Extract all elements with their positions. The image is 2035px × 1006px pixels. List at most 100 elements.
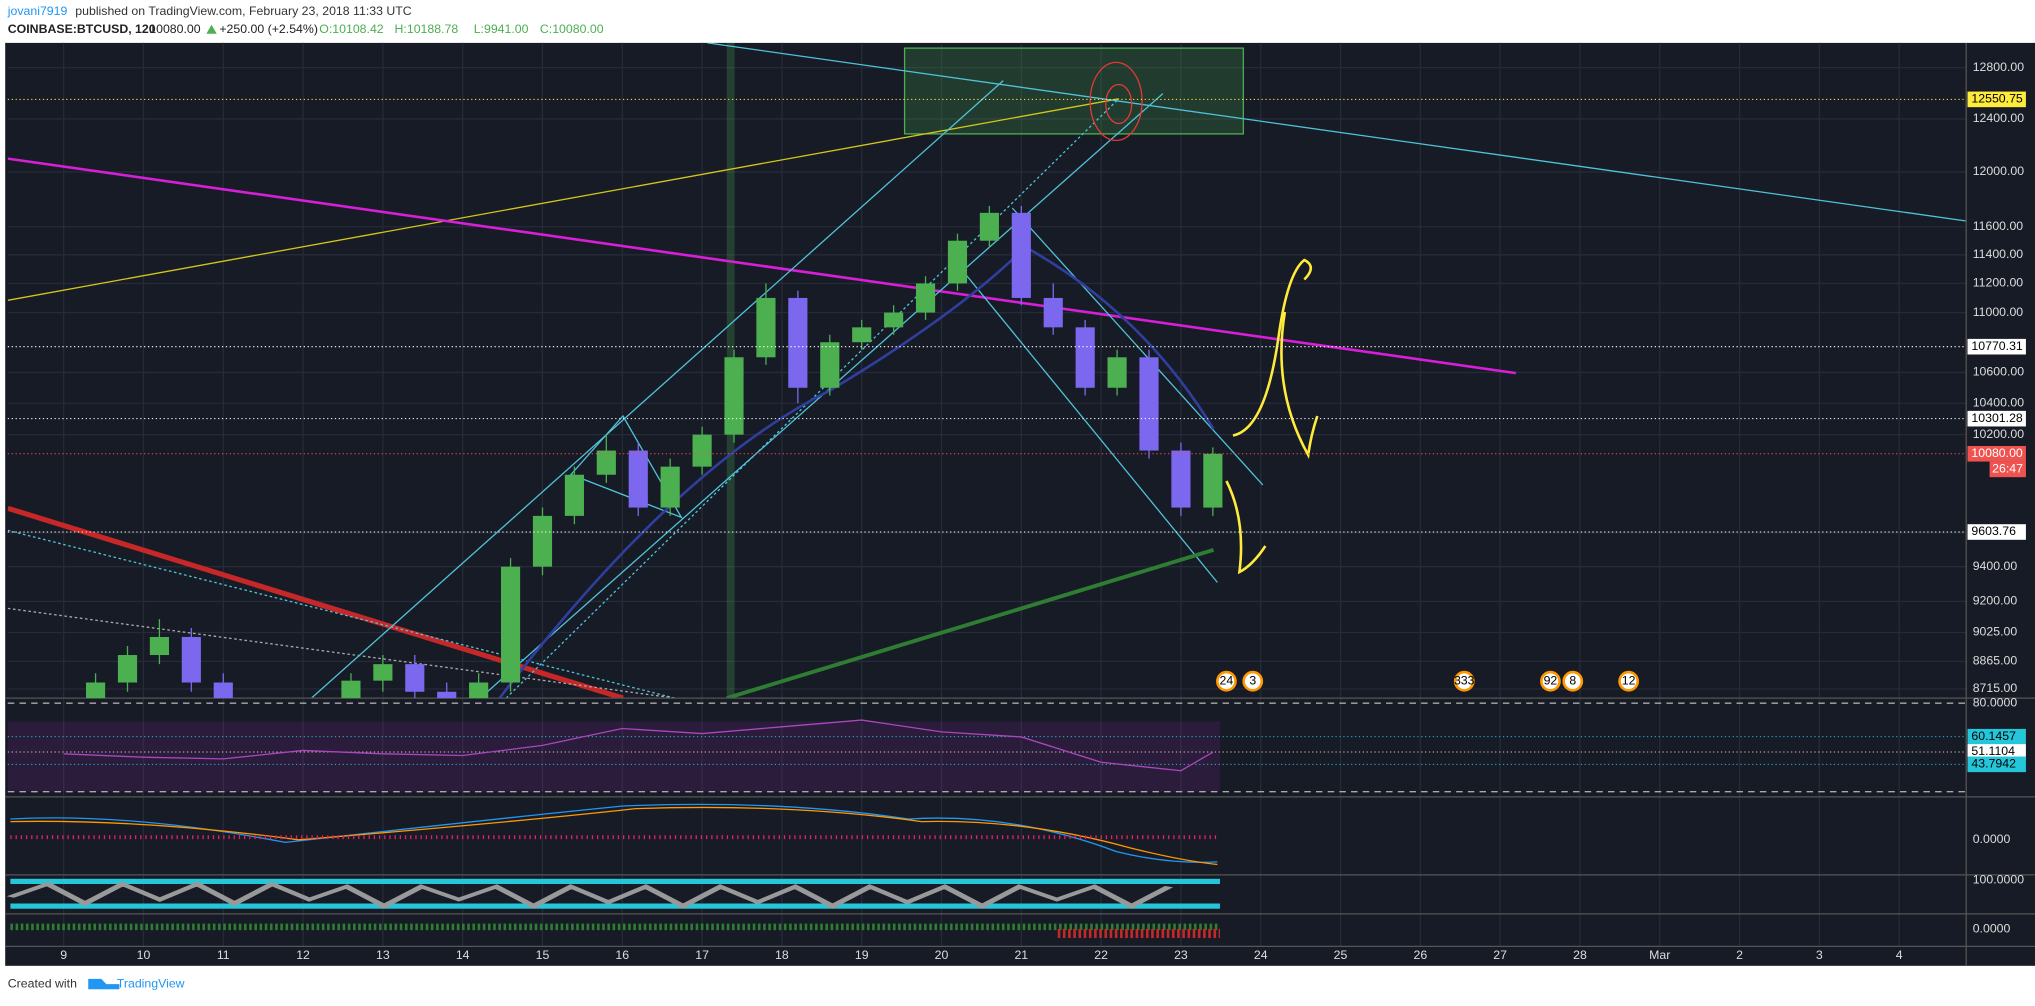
candle-body (756, 297, 776, 358)
trend-line (7, 98, 1119, 301)
x-tick-label: 26 (1413, 948, 1427, 962)
candle-body (1011, 212, 1031, 298)
candle-body (1203, 453, 1223, 508)
x-tick-label: 13 (376, 948, 390, 962)
y-tick-label: 8865.00 (1973, 654, 2018, 668)
event-icon (1562, 670, 1584, 692)
countdown-bg (1989, 461, 2026, 478)
x-tick-label: 23 (1174, 948, 1188, 962)
ohlc-low: L:9941.00 (474, 22, 529, 36)
candle-body (852, 327, 872, 343)
signal-line (10, 806, 1218, 866)
moving-average (7, 505, 624, 699)
event-icon (1453, 670, 1475, 692)
up-arrow (206, 24, 217, 34)
candle-body (947, 240, 968, 284)
x-tick-label: 20 (935, 948, 949, 962)
y-tick-label: 11400.00 (1973, 247, 2024, 261)
footer-bg (0, 965, 2035, 1001)
footer-brand[interactable]: TradingView (117, 976, 185, 990)
author[interactable]: jovani7919 (7, 4, 68, 18)
countdown: 26:47 (1992, 462, 2023, 476)
pattern (569, 414, 683, 519)
x-tick-label: 19 (855, 948, 869, 962)
y-tick-label: 9400.00 (1973, 559, 2018, 573)
volume-tick: 0.0000 (1973, 922, 2011, 936)
price-tag (1967, 338, 2026, 355)
candle-body (500, 566, 521, 683)
x-tick-label: 17 (695, 948, 709, 962)
rsi-tag (1967, 756, 2026, 773)
stoch-band (10, 903, 1220, 909)
candle-body (213, 682, 233, 699)
rsi-tag-label: 51.1104 (1971, 744, 2015, 758)
event-label: 24 (1220, 673, 1234, 687)
y-tick-label: 12800.00 (1973, 60, 2025, 74)
last-price: 10080.00 (149, 22, 201, 36)
price-tag-label: 9603.76 (1971, 524, 2016, 538)
moving-average (498, 245, 1215, 699)
x-tick-label: 15 (536, 948, 550, 962)
y-tick-label: 9025.00 (1973, 625, 2018, 639)
candles (85, 205, 1223, 699)
trend-line (7, 607, 675, 699)
stoch-tick: 100.0000 (1973, 872, 2025, 886)
candle-body (692, 434, 712, 467)
chart-bg (5, 42, 2035, 966)
price-tag-label: 10301.28 (1971, 411, 2023, 425)
drawings (7, 42, 1967, 699)
x-tick-label: 14 (456, 948, 470, 962)
rsi-line (63, 719, 1214, 772)
y-tick-label: 9200.00 (1973, 594, 2018, 608)
stoch-band (10, 878, 1220, 884)
y-tick-label: 10200.00 (1973, 427, 2025, 441)
rsi-tag-label: 43.7942 (1971, 757, 2016, 771)
candle-body (181, 636, 201, 683)
change: +250.00 (+2.54%) (219, 22, 318, 36)
candle-body (596, 450, 616, 475)
candle-body (1043, 297, 1063, 328)
y-tick-label: 10400.00 (1973, 395, 2025, 409)
price-tag-label: 10770.31 (1971, 339, 2023, 353)
trend-line (7, 529, 676, 699)
macd-line (10, 803, 1218, 863)
x-tick-label: 4 (1896, 948, 1903, 962)
y-tick-label: 10600.00 (1973, 365, 2025, 379)
candle-body (628, 450, 648, 508)
x-tick-label: 27 (1493, 948, 1507, 962)
event-icon (1242, 670, 1264, 692)
event-label: 8 (1569, 673, 1576, 687)
y-tick-label: 8715.00 (1973, 681, 2018, 695)
candle-body (373, 664, 393, 681)
candle-body (437, 691, 457, 699)
price-tag (1967, 445, 2026, 462)
price-tag-label: 12550.75 (1971, 92, 2023, 106)
candle-body (1139, 357, 1159, 451)
x-tick-label: 18 (775, 948, 789, 962)
candle-body (1075, 327, 1095, 388)
candle-body (85, 682, 106, 699)
candle-body (405, 664, 425, 692)
x-tick-label: 21 (1014, 948, 1028, 962)
x-tick-label: 16 (615, 948, 629, 962)
rsi-tag (1967, 744, 2026, 760)
price-tag (1967, 91, 2026, 108)
candle-body (724, 357, 744, 435)
freehand (1280, 311, 1319, 460)
rsi-band (7, 721, 1220, 792)
event-label: 92 (1544, 673, 1558, 687)
x-tick-label: 3 (1816, 948, 1823, 962)
x-tick-label: 9 (60, 948, 67, 962)
candle-body (469, 682, 489, 699)
candle-body (788, 297, 808, 388)
published: published on TradingView.com, February 2… (75, 4, 412, 18)
candle-body (915, 283, 936, 313)
candle-body (660, 466, 680, 508)
rsi-tick-label: 80.0000 (1973, 695, 2018, 709)
y-tick-label: 11000.00 (1973, 305, 2024, 319)
ohlc-open: O:10108.42 (319, 22, 384, 36)
price-tag (1967, 410, 2026, 427)
y-tick-label: 12400.00 (1973, 111, 2025, 125)
